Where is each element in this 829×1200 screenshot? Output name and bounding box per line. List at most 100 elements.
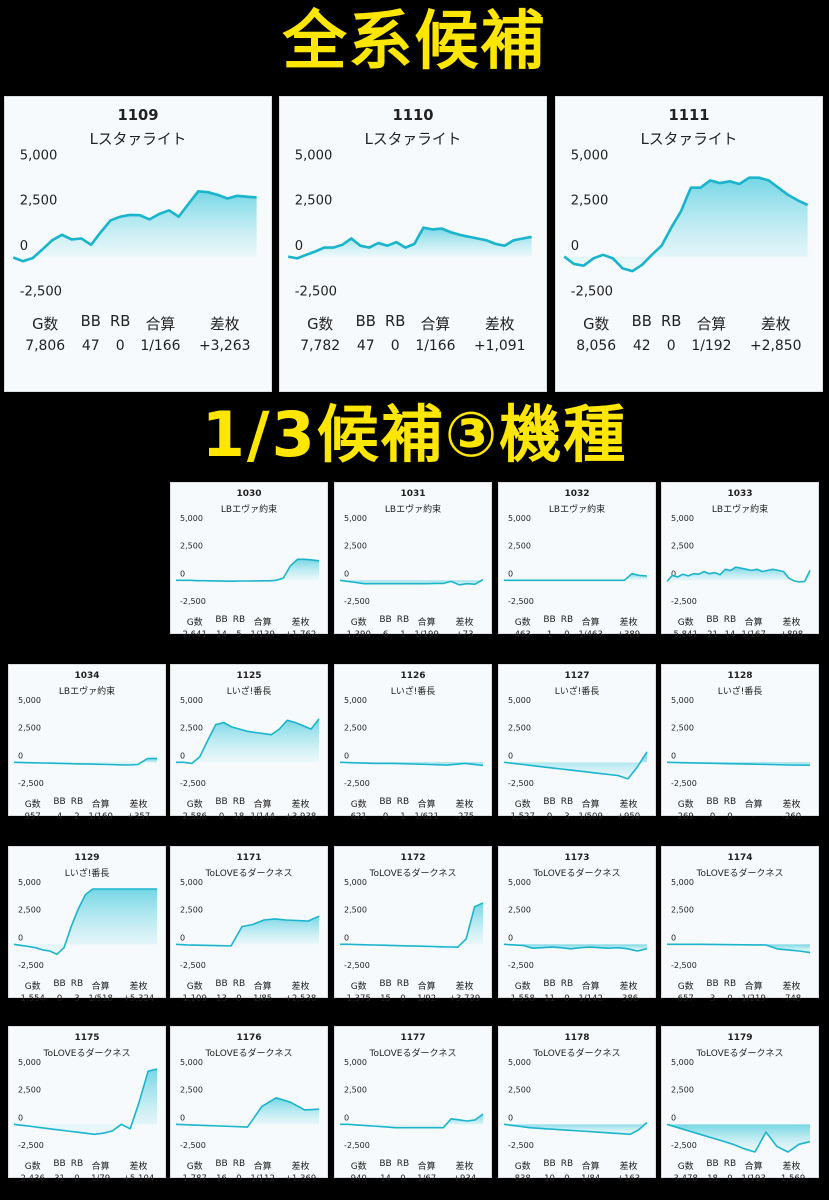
ratio-header: 合算: [581, 800, 600, 810]
machine-card-1126[interactable]: 1126 Lいざ!番長 5,000 2,500 0 -2,500 G数 BB RB 合算 差枚 621…: [334, 664, 492, 822]
bb-value: 6: [382, 630, 389, 640]
games-value: 2,641: [182, 630, 207, 640]
y-tick-label: 2,500: [571, 194, 609, 209]
y-tick-label: 0: [180, 1113, 185, 1122]
machine-card-1175[interactable]: 1175 ToLOVEるダークネス 5,000 2,500 0 -2,500 G数 BB RB 合…: [8, 1026, 166, 1184]
balance-chart: 5,000 2,500 0 -2,500: [175, 878, 320, 970]
balance-chart: 5,000 2,500 0 -2,500: [339, 514, 484, 606]
ratio-header: 合算: [253, 618, 272, 628]
ratio-header: 合算: [91, 982, 110, 992]
y-tick-label: -2,500: [508, 961, 534, 970]
ratio-value: 1/621: [414, 812, 439, 822]
y-tick-label: 2,500: [671, 1086, 694, 1095]
ratio-value: 1/85: [253, 994, 273, 1004]
diff-value: +898: [779, 630, 804, 640]
rb-header: RB: [232, 797, 246, 807]
machine-card-1176[interactable]: 1176 ToLOVEるダークネス 5,000 2,500 0 -2,500 G数 BB RB 合…: [170, 1026, 328, 1184]
rb-header: RB: [560, 797, 574, 807]
machine-card-1177[interactable]: 1177 ToLOVEるダークネス 5,000 2,500 0 -2,500 G数 BB RB 合…: [334, 1026, 492, 1184]
bb-header: BB: [53, 1159, 66, 1169]
ratio-value: 1/139: [250, 630, 275, 640]
machine-card-1031[interactable]: 1031 LBエヴァ約束 5,000 2,500 0 -2,500 G数 BB RB 合算 差枚 1,…: [334, 482, 492, 640]
machine-card-1174[interactable]: 1174 ToLOVEるダークネス 5,000 2,500 0 -2,500 G数 BB RB 合…: [661, 846, 819, 1004]
games-header: G数: [514, 1162, 531, 1172]
machine-number: 1128: [727, 671, 753, 681]
bb-header: BB: [631, 313, 652, 331]
y-tick-label: 0: [344, 1113, 349, 1122]
machine-card-1129[interactable]: 1129 Lいざ!番長 5,000 2,500 0 -2,500 G数 BB RB 合算 差枚 1,5…: [8, 846, 166, 1004]
y-tick-label: 5,000: [18, 1058, 41, 1067]
balance-chart: 5,000 2,500 0 -2,500: [176, 696, 320, 788]
machine-number: 1177: [400, 1033, 426, 1043]
bb-header: BB: [543, 979, 556, 989]
diff-header: 差枚: [455, 800, 474, 810]
y-tick-label: 5,000: [180, 514, 203, 523]
y-tick-label: 5,000: [671, 514, 694, 523]
machine-card-1179[interactable]: 1179 ToLOVEるダークネス 5,000 2,500 0 -2,500 G数 BB RB 合…: [661, 1026, 819, 1184]
rb-value: 3: [74, 994, 80, 1004]
machine-card-1127[interactable]: 1127 Lいざ!番長 5,000 2,500 0 -2,500 G数 BB RB 合算 差枚 1,5…: [498, 664, 656, 822]
machine-number: 1129: [74, 853, 100, 863]
ratio-value: 1/463: [578, 630, 603, 640]
machine-number: 1032: [564, 489, 590, 499]
diff-header: 差枚: [619, 618, 638, 628]
bb-value: 0: [546, 812, 553, 822]
machine-card-1030[interactable]: 1030 LBエヴァ約束 5,000 2,500 0 -2,500 G数 BB RB 合算 差枚 2,…: [170, 482, 328, 640]
rb-value: 1: [400, 630, 406, 640]
ratio-value: 1/160: [88, 812, 113, 822]
diff-header: 差枚: [484, 316, 515, 334]
rb-value: 0: [727, 812, 733, 822]
rb-value: 18: [233, 812, 245, 822]
machine-card-1034[interactable]: 1034 LBエヴァ約束 5,000 2,500 0 -2,500 G数 BB RB 合算 差枚 95…: [8, 664, 166, 822]
bb-header: BB: [80, 313, 101, 331]
balance-chart: 5,000 2,500 0 -2,500: [176, 514, 320, 606]
y-tick-label: -2,500: [18, 1141, 44, 1150]
ratio-header: 合算: [744, 1162, 763, 1172]
machine-card-1178[interactable]: 1178 ToLOVEるダークネス 5,000 2,500 0 -2,500 G数 BB RB 合…: [498, 1026, 656, 1184]
balance-line: [666, 761, 811, 766]
balance-chart: 5,000 2,500 0 -2,500: [667, 878, 811, 970]
machine-card-1171[interactable]: 1171 ToLOVEるダークネス 5,000 2,500 0 -2,500 G数 BB RB 合…: [170, 846, 328, 1004]
diff-value: +1,762: [284, 630, 317, 640]
machine-card-1032[interactable]: 1032 LBエヴァ約束 5,000 2,500 0 -2,500 G数 BB RB 合算 差枚 46…: [498, 482, 656, 640]
y-tick-label: 0: [344, 933, 349, 942]
machine-card-1033[interactable]: 1033 LBエヴァ約束 5,000 2,500 0 -2,500 G数 BB RB 合算 差枚 5,…: [661, 482, 819, 640]
diff-header: 差枚: [619, 800, 638, 810]
rb-header: RB: [723, 979, 737, 989]
diff-value: +2,850: [749, 338, 802, 355]
games-value: 657: [677, 994, 694, 1004]
machine-card-1111[interactable]: 1111 Lスタァライト 5,000 2,500 0 -2,500 G数 BB RB 合算 差枚 8,…: [555, 96, 823, 392]
machine-card-1128[interactable]: 1128 Lいざ!番長 5,000 2,500 0 -2,500 G数 BB RB 合算 差枚 269…: [661, 664, 819, 822]
machine-card-1172[interactable]: 1172 ToLOVEるダークネス 5,000 2,500 0 -2,500 G数 BB RB 合…: [334, 846, 492, 1004]
y-tick-label: 2,500: [508, 906, 531, 915]
machine-card-1110[interactable]: 1110 Lスタァライト 5,000 2,500 0 -2,500 G数 BB RB 合算 差枚 7,…: [279, 96, 547, 392]
machine-card-1109[interactable]: 1109 Lスタァライト 5,000 2,500 0 -2,500 G数 BB RB 合算 差枚 7,…: [4, 96, 272, 392]
ratio-value: 1/142: [578, 994, 603, 1004]
ratio-value: 1/193: [741, 1174, 766, 1184]
games-header: G数: [24, 1162, 41, 1172]
rb-value: 5: [236, 630, 242, 640]
diff-value: +1,369: [284, 1174, 317, 1184]
games-header: G数: [186, 1162, 203, 1172]
balance-chart: 5,000 2,500 0 -2,500: [13, 696, 158, 788]
machine-name: Lいざ!番長: [717, 687, 763, 697]
diff-header: 差枚: [291, 618, 310, 628]
machine-card-1173[interactable]: 1173 ToLOVEるダークネス 5,000 2,500 0 -2,500 G数 BB RB 合…: [498, 846, 656, 1004]
bb-value: 0: [218, 812, 225, 822]
y-tick-label: 5,000: [180, 696, 203, 705]
ratio-value: 1/67: [417, 1174, 437, 1184]
diff-value: +950: [616, 812, 641, 822]
bb-header: BB: [706, 979, 719, 989]
y-tick-label: -2,500: [571, 284, 613, 299]
balance-area: [667, 1124, 810, 1152]
y-tick-label: 0: [508, 933, 513, 942]
diff-header: 差枚: [782, 982, 801, 992]
y-tick-label: 5,000: [18, 696, 41, 705]
y-tick-label: 2,500: [180, 542, 203, 551]
diff-header: 差枚: [455, 982, 474, 992]
bb-header: BB: [215, 615, 228, 625]
bb-value: 47: [356, 338, 375, 355]
y-tick-label: -2,500: [508, 597, 534, 606]
machine-card-1125[interactable]: 1125 Lいざ!番長 5,000 2,500 0 -2,500 G数 BB RB 合算 差枚 2,5…: [170, 664, 328, 822]
bb-value: 15: [380, 994, 391, 1004]
